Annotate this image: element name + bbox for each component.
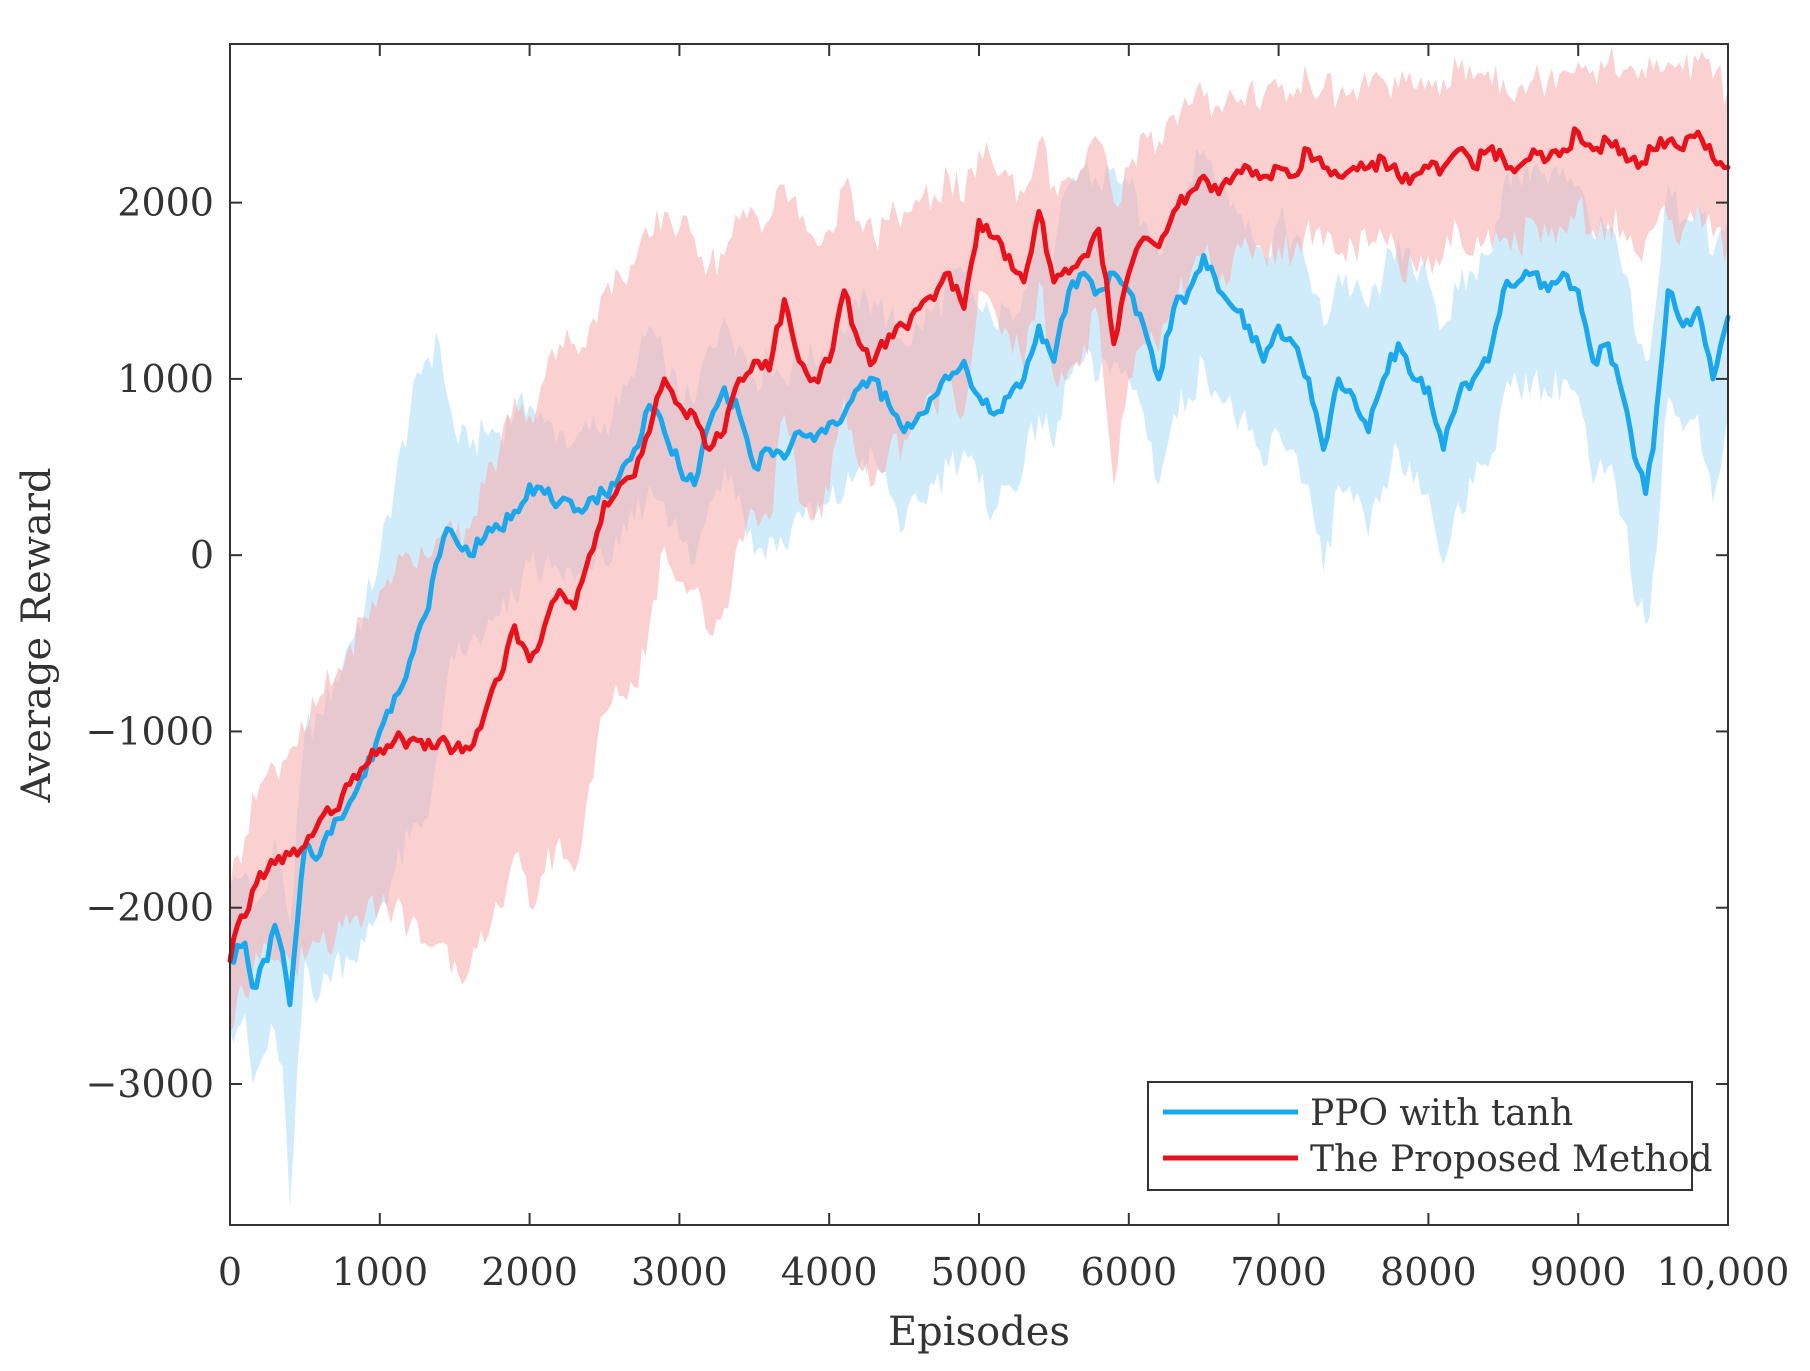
x-axis-label: Episodes xyxy=(888,1309,1070,1355)
x-tick-label: 0 xyxy=(218,1250,242,1294)
series-line-ppo xyxy=(227,253,1731,1008)
y-tick-label: −2000 xyxy=(85,886,214,930)
series-line-proposed xyxy=(227,126,1731,964)
legend-label-ppo: PPO with tanh xyxy=(1310,1093,1573,1134)
y-tick-labels: −3000 −2000 −1000 0 1000 2000 xyxy=(85,181,214,1106)
series-lines xyxy=(227,126,1731,1008)
band-ppo xyxy=(230,148,1728,1208)
legend-label-proposed: The Proposed Method xyxy=(1310,1139,1713,1180)
x-tick-label: 7000 xyxy=(1230,1250,1327,1294)
x-tick-label: 8000 xyxy=(1380,1250,1477,1294)
y-tick-label: 2000 xyxy=(117,181,214,225)
x-tick-label: 2000 xyxy=(481,1250,578,1294)
x-tick-label: 1000 xyxy=(331,1250,428,1294)
x-tick-label: 4000 xyxy=(781,1250,878,1294)
x-tick-label: 10,000 xyxy=(1657,1250,1790,1294)
y-tick-label: −1000 xyxy=(85,709,214,753)
y-tick-label: 0 xyxy=(190,533,214,577)
axis-ticks xyxy=(229,44,1729,1225)
legend: PPO with tanh The Proposed Method xyxy=(1147,1081,1713,1191)
x-tick-label: 3000 xyxy=(631,1250,728,1294)
legend-box xyxy=(1147,1081,1693,1191)
x-tick-labels: 0 1000 2000 3000 4000 5000 6000 7000 8000 9000 10,… xyxy=(218,1250,1790,1294)
x-tick-label: 9000 xyxy=(1530,1250,1627,1294)
y-tick-label: 1000 xyxy=(117,357,214,401)
y-tick-label: −3000 xyxy=(85,1062,214,1106)
y-axis-label: Average Reward xyxy=(14,467,60,803)
confidence-bands xyxy=(230,45,1728,1208)
band-proposed xyxy=(230,45,1728,1032)
x-tick-label: 6000 xyxy=(1080,1250,1177,1294)
x-tick-label: 5000 xyxy=(931,1250,1028,1294)
